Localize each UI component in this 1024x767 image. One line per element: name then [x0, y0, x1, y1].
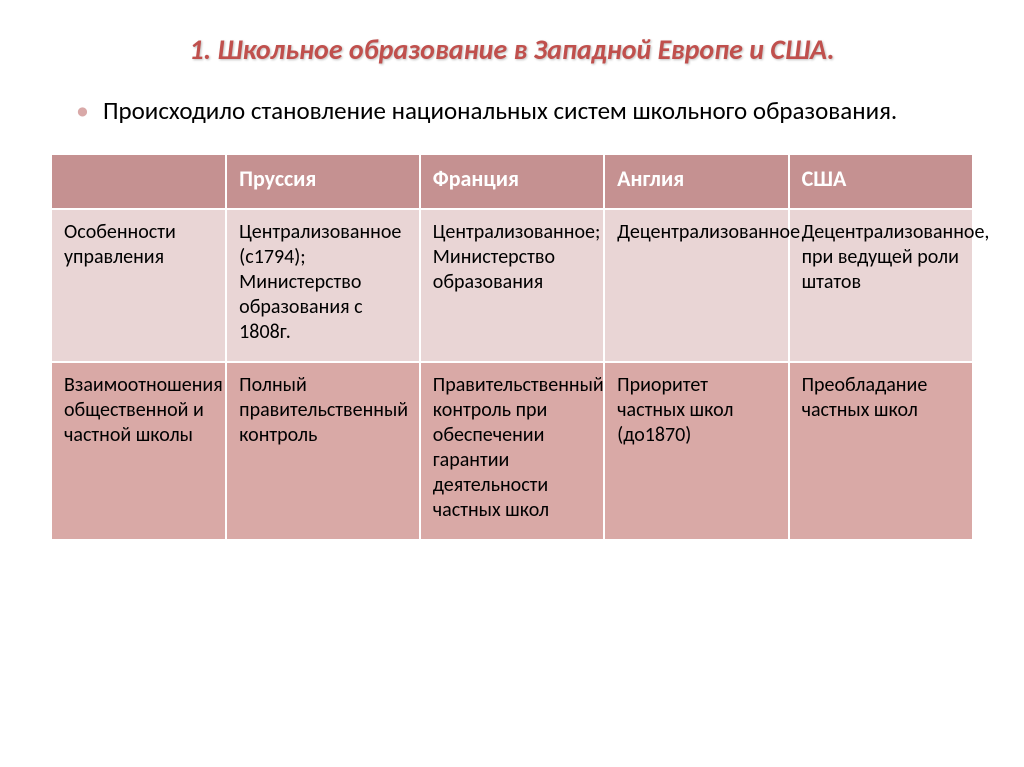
table-header: Англия [604, 154, 788, 209]
table-cell: Централизованное (с1794); Министерство о… [226, 209, 420, 362]
table-cell: Централизованное; Министерство образован… [420, 209, 604, 362]
table-cell: Правительственный контроль при обеспечен… [420, 362, 604, 540]
table-header: Пруссия [226, 154, 420, 209]
row-label: Особенности управления [51, 209, 226, 362]
table-header-row: Пруссия Франция Англия США [51, 154, 973, 209]
table-row: Особенности управления Централизованное … [51, 209, 973, 362]
table-cell: Полный правительственный контроль [226, 362, 420, 540]
bullet-text: Происходило становление национальных сис… [103, 95, 897, 127]
table-cell: Децентрализованное, при ведущей роли шта… [789, 209, 973, 362]
education-table: Пруссия Франция Англия США Особенности у… [50, 153, 974, 541]
bullet-item: • Происходило становление национальных с… [76, 95, 974, 127]
table-header [51, 154, 226, 209]
table-row: Взаимоотношения общественной и частной ш… [51, 362, 973, 540]
slide-title: 1. Школьное образование в Западной Европ… [50, 32, 974, 67]
table-cell: Приоритет частных школ (до1870) [604, 362, 788, 540]
row-label: Взаимоотношения общественной и частной ш… [51, 362, 226, 540]
table-header: США [789, 154, 973, 209]
table-cell: Преобладание частных школ [789, 362, 973, 540]
table-cell: Децентрализованное [604, 209, 788, 362]
bullet-icon: • [76, 95, 89, 125]
table-header: Франция [420, 154, 604, 209]
